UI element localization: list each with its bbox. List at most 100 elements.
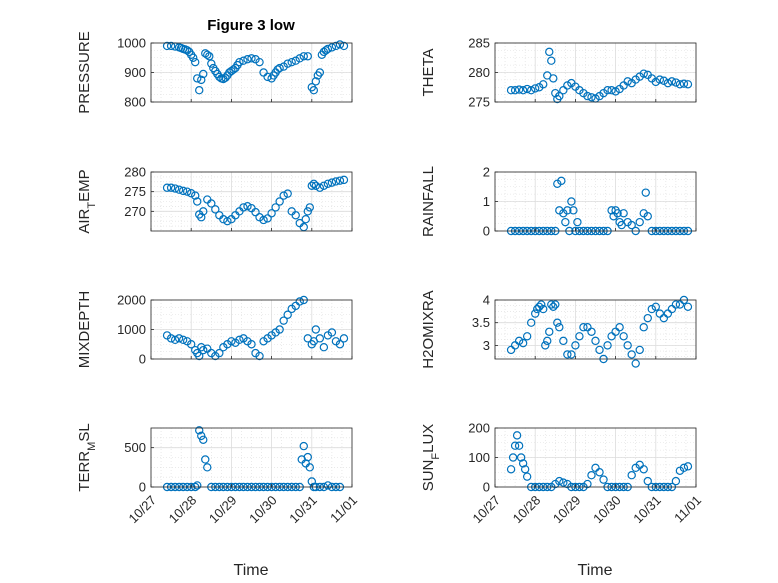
- data-point: [247, 340, 256, 349]
- data-point: [295, 297, 304, 306]
- data-point: [189, 53, 198, 62]
- data-point: [331, 41, 341, 51]
- data-point: [647, 304, 656, 314]
- x-tick-label: 10/31: [286, 493, 320, 527]
- panel-rainfall: 0 1 2 RAINFALL: [420, 165, 697, 239]
- data-point: [603, 341, 612, 350]
- y-tick-label: 280: [468, 65, 490, 80]
- data-point: [174, 334, 184, 343]
- panel-sun_flux: 0 100 200 10/27 10/28 10/29 10/30 10/31 11/01 SUN…: [420, 421, 704, 527]
- data-point: [243, 55, 252, 64]
- data-point: [197, 431, 206, 441]
- data-point: [251, 207, 260, 217]
- data-point: [178, 335, 188, 345]
- data-point: [255, 57, 264, 67]
- data-point: [679, 463, 689, 473]
- data-point: [287, 57, 296, 67]
- data-point: [651, 77, 661, 87]
- data-point: [186, 189, 196, 198]
- data-point: [559, 336, 568, 346]
- data-point: [199, 207, 208, 216]
- data-point: [186, 340, 196, 349]
- data-point: [555, 323, 564, 332]
- data-point: [227, 337, 236, 346]
- data-point: [255, 351, 264, 361]
- data-point: [174, 185, 184, 194]
- data-point: [579, 323, 588, 332]
- data-point: [291, 211, 300, 220]
- x-tick-label: 10/27: [470, 493, 504, 527]
- y-tick-label: 275: [468, 95, 490, 110]
- y-tick-label: 1000: [117, 36, 146, 51]
- data-point: [327, 178, 337, 187]
- data-point: [563, 350, 572, 359]
- data-point: [259, 215, 268, 225]
- data-point: [518, 85, 528, 95]
- panel-terr_msl: 0 500 10/27 10/28 10/29 10/30 10/31 11/01 TERRMS…: [76, 423, 360, 526]
- data-point: [303, 207, 312, 216]
- data-point: [239, 56, 248, 65]
- data-point: [531, 84, 540, 93]
- data-point: [522, 332, 532, 341]
- series-markers: [162, 40, 349, 95]
- data-point: [191, 191, 200, 200]
- data-point: [587, 93, 596, 102]
- y-tick-label: 3.5: [472, 315, 490, 330]
- data-point: [327, 43, 337, 52]
- data-point: [651, 302, 661, 312]
- data-point: [506, 85, 516, 95]
- y-tick-label: 3: [483, 338, 490, 353]
- data-point: [279, 316, 288, 325]
- data-point: [339, 334, 349, 343]
- y-axis-label: TERRMSL: [76, 423, 98, 491]
- data-point: [559, 478, 568, 487]
- data-point: [619, 332, 628, 341]
- data-point: [199, 69, 208, 79]
- data-point: [323, 179, 333, 188]
- x-tick-label: 11/01: [671, 493, 704, 526]
- data-point: [663, 78, 673, 88]
- data-point: [587, 327, 596, 336]
- data-point: [279, 191, 288, 200]
- data-point: [305, 463, 314, 472]
- y-tick-label: 2000: [117, 293, 146, 308]
- data-point: [275, 197, 284, 206]
- series-markers: [506, 295, 693, 368]
- y-axis-label: THETA: [420, 48, 437, 96]
- y-axis-label: RAINFALL: [420, 166, 437, 237]
- data-point: [195, 351, 204, 361]
- data-point: [243, 202, 252, 211]
- data-point: [195, 426, 204, 435]
- data-point: [235, 335, 244, 345]
- data-point: [541, 341, 550, 350]
- data-point: [203, 50, 212, 60]
- y-axis-label: PRESSURE: [76, 31, 93, 114]
- x-tick-label: 10/30: [246, 493, 280, 527]
- data-point: [557, 176, 566, 186]
- data-point: [305, 203, 314, 212]
- data-point: [301, 214, 310, 224]
- data-point: [627, 220, 636, 230]
- panel-mixdepth: 0 1000 2000 MIXDEPTH: [76, 291, 353, 368]
- data-point: [611, 87, 620, 96]
- data-point: [526, 85, 536, 95]
- data-point: [514, 336, 524, 346]
- y-tick-label: 0: [483, 224, 490, 239]
- data-point: [563, 81, 572, 90]
- data-point: [583, 91, 592, 101]
- data-point: [295, 54, 304, 63]
- data-point: [197, 213, 206, 222]
- data-point: [667, 77, 677, 86]
- y-tick-label: 1: [483, 194, 490, 209]
- data-point: [539, 304, 548, 314]
- data-point: [514, 441, 524, 450]
- data-point: [178, 186, 188, 196]
- data-point: [553, 318, 562, 327]
- y-tick-label: 0: [139, 352, 146, 367]
- data-point: [335, 40, 345, 49]
- x-tick-label: 10/27: [126, 493, 160, 527]
- x-tick-label: 10/29: [206, 493, 240, 527]
- data-point: [675, 80, 685, 89]
- data-point: [655, 75, 665, 84]
